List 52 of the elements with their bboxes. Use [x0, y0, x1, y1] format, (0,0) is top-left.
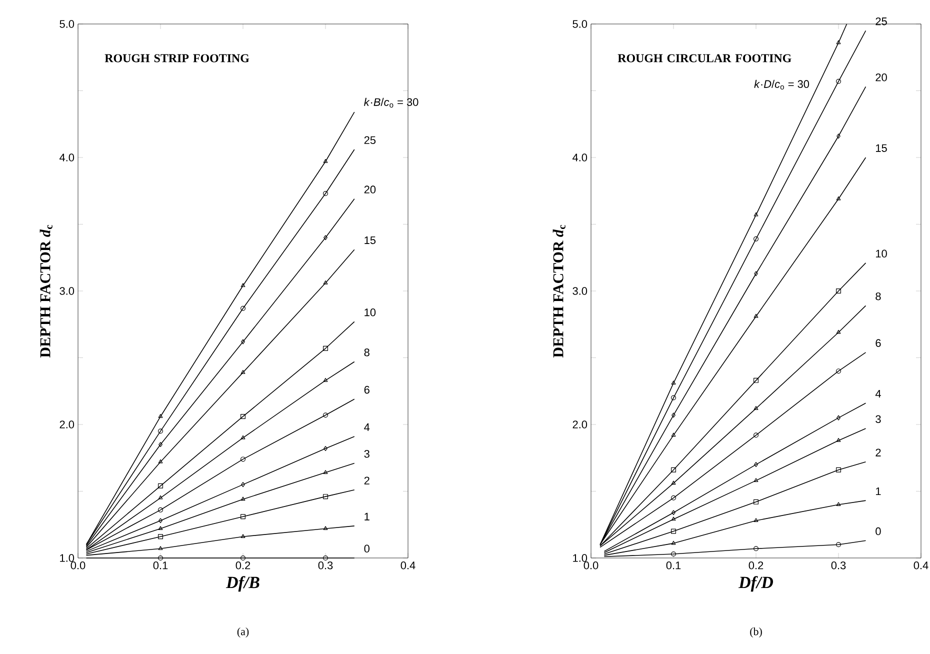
x-tick-label: 0.3 — [318, 562, 333, 570]
y-tick-label: 1.0 — [573, 554, 588, 562]
x-axis-title: Df/B — [226, 576, 260, 592]
text: (a) — [237, 628, 249, 638]
y-tick-label: 2.0 — [60, 420, 74, 428]
y-tick-label: 5.0 — [572, 20, 588, 28]
series-label: 8 — [876, 292, 881, 300]
series-label: 0 — [364, 544, 370, 553]
series-label: k·B/c$_{o}$ = 30 — [364, 98, 418, 108]
x-tick-label: 0.1 — [153, 562, 168, 570]
x-tick-label: 0.4 — [914, 562, 928, 570]
series-label: 3 — [876, 415, 881, 424]
y-axis-title: DEPTH FACTOR d$_{c}$ — [552, 225, 566, 358]
series-label: 20 — [364, 186, 376, 194]
series-label: 15 — [876, 144, 887, 152]
x-tick-label: 0.3 — [831, 562, 846, 570]
y-tick-label: 2.0 — [572, 420, 588, 428]
x-tick-label: 0.4 — [400, 562, 416, 570]
text: ROUGH STRIP FOOTING — [104, 54, 250, 62]
series-label: 6 — [876, 339, 881, 347]
x-tick-label: 0.1 — [666, 562, 681, 570]
series-label: 25 — [364, 136, 376, 144]
series-label: 2 — [876, 448, 881, 456]
series-label: 15 — [364, 236, 376, 244]
series-label: 0 — [876, 527, 881, 536]
series-label: 25 — [876, 17, 887, 26]
series-label: 2 — [364, 476, 370, 484]
series-label: 6 — [364, 386, 370, 394]
series-label: 8 — [364, 348, 370, 356]
x-tick-label: 0.0 — [70, 562, 86, 570]
x-tick-label: 0.2 — [748, 562, 764, 570]
x-tick-label: 0.2 — [236, 562, 250, 570]
series-label: 1 — [364, 512, 370, 520]
series-label: 20 — [876, 74, 887, 82]
y-tick-label: 3.0 — [60, 287, 74, 295]
series-label: 10 — [364, 308, 376, 316]
x-tick-label: 0.0 — [584, 562, 598, 570]
series-label: k·D/c$_{o}$ = 30 — [754, 80, 810, 90]
series-label: 4 — [364, 423, 370, 431]
y-tick-label: 4.0 — [572, 154, 588, 162]
text: (b) — [750, 628, 762, 638]
series-label: 1 — [876, 487, 881, 496]
y-tick-label: 3.0 — [572, 287, 588, 295]
y-tick-label: 4.0 — [60, 154, 74, 162]
y-axis-title: DEPTH FACTOR d$_{c}$ — [40, 225, 52, 358]
y-tick-label: 1.0 — [60, 554, 74, 562]
y-tick-label: 5.0 — [60, 20, 74, 28]
series-label: 10 — [876, 250, 887, 258]
series-label: 4 — [875, 390, 881, 398]
series-label: 3 — [364, 450, 370, 458]
text: ROUGH CIRCULAR FOOTING — [618, 54, 792, 62]
x-axis-title: Df/D — [738, 576, 774, 592]
